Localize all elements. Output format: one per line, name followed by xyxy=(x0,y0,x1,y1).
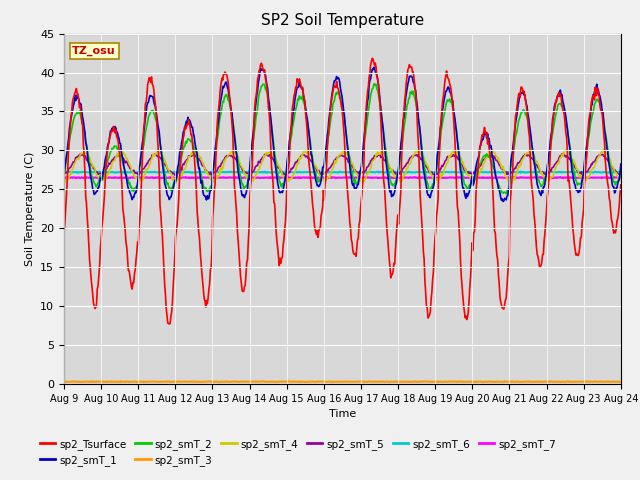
sp2_smT_7 xyxy=(411,174,419,180)
Title: SP2 Soil Temperature: SP2 Soil Temperature xyxy=(260,13,424,28)
sp2_smT_5 xyxy=(70,159,78,165)
sp2_smT_1 xyxy=(499,199,507,204)
Line: sp2_smT_4: sp2_smT_4 xyxy=(64,149,621,182)
sp2_smT_1 xyxy=(214,126,221,132)
sp2_Tsurface xyxy=(185,117,193,122)
sp2_smT_5 xyxy=(60,170,68,176)
sp2_smT_6 xyxy=(214,169,222,175)
sp2_smT_2 xyxy=(214,136,221,142)
sp2_smT_1 xyxy=(617,161,625,167)
sp2_smT_3 xyxy=(412,379,419,384)
sp2_smT_7 xyxy=(184,175,192,180)
sp2_smT_7 xyxy=(214,174,221,180)
sp2_Tsurface xyxy=(70,93,78,99)
sp2_smT_3 xyxy=(185,379,193,384)
sp2_smT_1 xyxy=(60,171,68,177)
sp2_smT_6 xyxy=(127,169,135,175)
sp2_Tsurface xyxy=(617,182,625,188)
Text: TZ_osu: TZ_osu xyxy=(72,46,116,56)
sp2_smT_2 xyxy=(184,136,192,142)
sp2_smT_2 xyxy=(411,95,419,100)
sp2_smT_2 xyxy=(60,171,68,177)
sp2_smT_2 xyxy=(617,167,625,173)
sp2_Tsurface xyxy=(428,289,436,295)
sp2_smT_5 xyxy=(171,172,179,178)
sp2_smT_7 xyxy=(70,174,78,180)
sp2_smT_7 xyxy=(60,175,68,181)
sp2_Tsurface xyxy=(60,230,68,236)
Line: sp2_smT_2: sp2_smT_2 xyxy=(64,84,621,194)
sp2_smT_2 xyxy=(127,183,135,189)
sp2_smT_2 xyxy=(428,184,435,190)
sp2_smT_5 xyxy=(428,171,435,177)
sp2_smT_6 xyxy=(185,169,193,175)
sp2_smT_4 xyxy=(600,146,607,152)
sp2_smT_2 xyxy=(70,115,78,120)
sp2_Tsurface xyxy=(412,91,419,97)
Legend: sp2_Tsurface, sp2_smT_1, sp2_smT_2, sp2_smT_3, sp2_smT_4, sp2_smT_5, sp2_smT_6, : sp2_Tsurface, sp2_smT_1, sp2_smT_2, sp2_… xyxy=(35,435,560,470)
sp2_smT_1 xyxy=(371,64,378,70)
sp2_smT_4 xyxy=(428,170,435,176)
sp2_smT_4 xyxy=(71,160,79,166)
sp2_smT_3 xyxy=(60,379,68,384)
sp2_smT_7 xyxy=(537,174,545,180)
sp2_smT_7 xyxy=(127,175,135,180)
sp2_smT_6 xyxy=(60,169,68,175)
sp2_smT_5 xyxy=(617,171,625,177)
sp2_smT_3 xyxy=(215,379,223,385)
sp2_smT_4 xyxy=(61,180,68,185)
Line: sp2_smT_6: sp2_smT_6 xyxy=(64,171,621,173)
Line: sp2_smT_3: sp2_smT_3 xyxy=(64,381,621,382)
sp2_smT_3 xyxy=(127,379,135,384)
sp2_smT_2 xyxy=(502,191,510,197)
sp2_smT_1 xyxy=(70,100,78,106)
sp2_smT_5 xyxy=(214,165,222,170)
Line: sp2_smT_5: sp2_smT_5 xyxy=(64,154,621,175)
sp2_Tsurface xyxy=(369,56,376,61)
sp2_smT_6 xyxy=(70,169,78,175)
sp2_smT_6 xyxy=(411,169,419,175)
sp2_smT_2 xyxy=(371,81,378,86)
sp2_smT_4 xyxy=(128,169,136,175)
sp2_smT_5 xyxy=(127,167,135,173)
sp2_smT_5 xyxy=(487,151,495,157)
Line: sp2_Tsurface: sp2_Tsurface xyxy=(64,59,621,324)
sp2_smT_3 xyxy=(70,379,78,384)
Line: sp2_smT_1: sp2_smT_1 xyxy=(64,67,621,202)
sp2_smT_7 xyxy=(396,175,403,181)
sp2_smT_3 xyxy=(617,379,625,384)
sp2_smT_5 xyxy=(185,153,193,159)
sp2_smT_6 xyxy=(428,169,435,175)
sp2_smT_7 xyxy=(428,175,435,180)
sp2_smT_1 xyxy=(184,114,192,120)
sp2_smT_4 xyxy=(617,176,625,181)
sp2_smT_6 xyxy=(516,168,524,174)
sp2_smT_4 xyxy=(60,178,68,183)
sp2_smT_7 xyxy=(617,175,625,181)
sp2_Tsurface xyxy=(127,284,135,289)
sp2_Tsurface xyxy=(166,321,173,327)
Line: sp2_smT_7: sp2_smT_7 xyxy=(64,177,621,178)
sp2_smT_4 xyxy=(185,154,193,159)
sp2_smT_6 xyxy=(175,170,183,176)
sp2_smT_1 xyxy=(127,193,135,199)
sp2_smT_4 xyxy=(411,150,419,156)
sp2_smT_3 xyxy=(164,378,172,384)
sp2_smT_4 xyxy=(214,174,222,180)
sp2_smT_6 xyxy=(617,169,625,175)
sp2_smT_1 xyxy=(428,190,435,196)
X-axis label: Time: Time xyxy=(329,409,356,419)
sp2_smT_1 xyxy=(411,85,419,91)
sp2_smT_3 xyxy=(214,379,222,385)
sp2_Tsurface xyxy=(214,109,222,115)
Y-axis label: Soil Temperature (C): Soil Temperature (C) xyxy=(24,152,35,266)
sp2_smT_5 xyxy=(411,153,419,158)
sp2_smT_3 xyxy=(428,379,436,384)
